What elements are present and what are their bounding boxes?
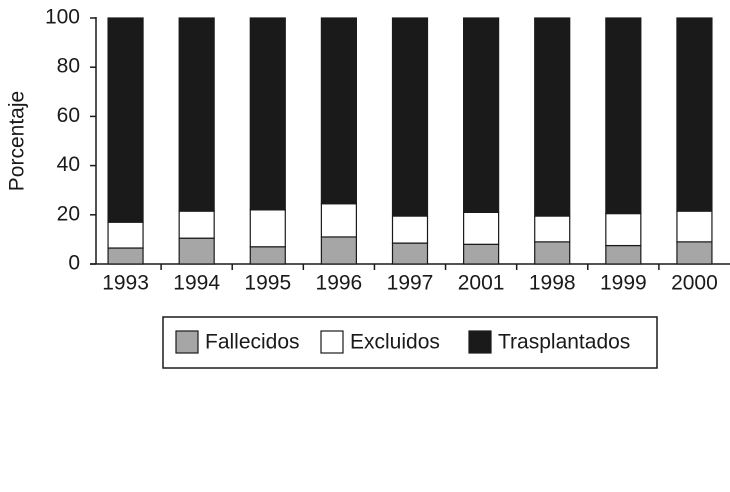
legend-label: Trasplantados bbox=[498, 331, 630, 354]
legend-swatch bbox=[468, 330, 492, 354]
x-tick-label: 1996 bbox=[316, 272, 363, 295]
bar-segment bbox=[249, 246, 286, 265]
y-tick-label: 0 bbox=[68, 252, 80, 275]
legend-label: Fallecidos bbox=[205, 331, 300, 354]
bar-segment bbox=[534, 215, 571, 243]
x-tick-label: 1994 bbox=[173, 272, 220, 295]
bar-segment bbox=[605, 17, 642, 215]
bar-segment bbox=[320, 17, 357, 205]
bar-segment bbox=[391, 215, 429, 244]
bar-segment bbox=[107, 247, 144, 265]
bar-segment bbox=[320, 203, 357, 238]
legend-swatch bbox=[320, 330, 344, 354]
y-tick-label: 100 bbox=[45, 6, 80, 29]
y-tick-label: 20 bbox=[57, 202, 80, 225]
bar-segment bbox=[178, 210, 215, 239]
legend-swatch bbox=[175, 330, 199, 354]
bar-segment bbox=[463, 243, 500, 265]
bar-segment bbox=[249, 209, 286, 248]
bar-segment bbox=[320, 236, 357, 265]
bar-segment bbox=[676, 17, 713, 212]
bar-segment bbox=[249, 17, 286, 211]
bar-segment bbox=[605, 244, 642, 265]
x-tick-label: 2000 bbox=[671, 272, 718, 295]
legend bbox=[162, 316, 658, 369]
y-tick-label: 80 bbox=[57, 55, 80, 78]
x-tick-label: 1995 bbox=[244, 272, 291, 295]
bar-segment bbox=[605, 212, 642, 247]
bar-segment bbox=[391, 17, 429, 217]
x-tick-label: 2001 bbox=[458, 272, 505, 295]
bar-segment bbox=[463, 17, 500, 213]
bar-segment bbox=[107, 17, 144, 223]
x-tick-label: 1998 bbox=[529, 272, 576, 295]
bar-segment bbox=[676, 210, 713, 243]
y-tick-label: 40 bbox=[57, 153, 80, 176]
bar-segment bbox=[534, 241, 571, 265]
legend-label: Excluidos bbox=[350, 331, 440, 354]
bar-segment bbox=[676, 241, 713, 265]
bar-segment bbox=[178, 17, 215, 212]
bar-segment bbox=[534, 17, 571, 217]
x-tick-label: 1997 bbox=[387, 272, 434, 295]
x-tick-label: 1999 bbox=[600, 272, 647, 295]
bar-segment bbox=[463, 211, 500, 245]
y-tick-label: 60 bbox=[57, 104, 80, 127]
bar-segment bbox=[107, 221, 144, 249]
bar-segment bbox=[391, 242, 429, 265]
x-tick-label: 1993 bbox=[102, 272, 149, 295]
y-axis-label: Porcentaje bbox=[6, 91, 29, 191]
bar-segment bbox=[178, 237, 215, 265]
